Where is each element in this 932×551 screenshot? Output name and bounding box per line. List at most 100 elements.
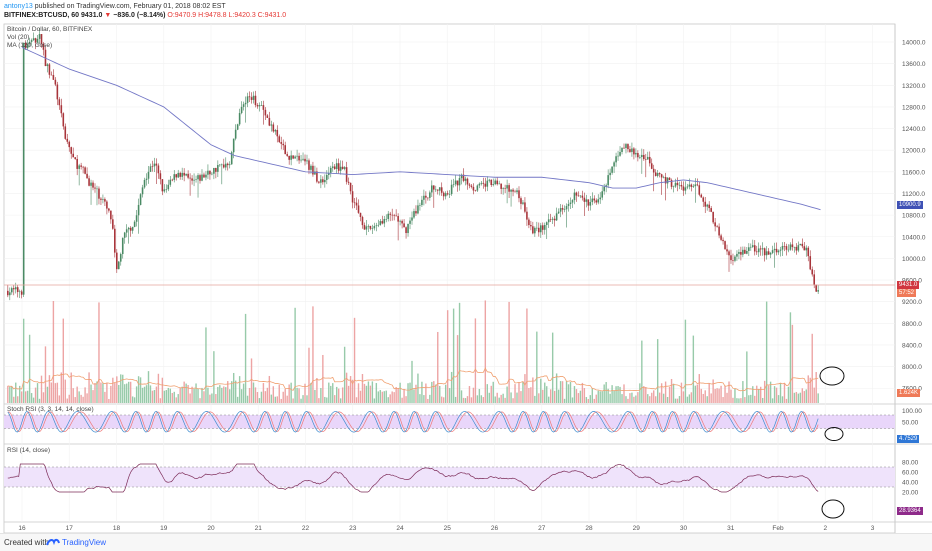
candle-body xyxy=(22,42,25,295)
volume-bar xyxy=(385,390,387,403)
volume-bar xyxy=(647,394,649,403)
candle-body xyxy=(502,188,504,189)
candle-body xyxy=(133,221,136,227)
candle-body xyxy=(710,208,712,212)
volume-bar xyxy=(480,395,483,403)
tradingview-brand-link[interactable]: TradingView xyxy=(62,538,107,547)
volume-bar xyxy=(421,381,423,403)
volume-bar xyxy=(658,392,661,403)
candle-body xyxy=(357,205,360,213)
candle-body xyxy=(464,178,467,181)
candle-body xyxy=(102,199,104,200)
candle-body xyxy=(648,156,651,164)
volume-bar xyxy=(32,397,35,403)
volume-bar xyxy=(625,396,627,403)
grid-lines xyxy=(4,24,895,522)
candle-body xyxy=(306,160,308,162)
volume-bar xyxy=(80,394,82,403)
volume-bar xyxy=(322,354,324,403)
candle-body xyxy=(304,158,306,162)
volume-bar xyxy=(242,383,245,403)
candle-body xyxy=(175,174,178,178)
candle-body xyxy=(757,248,760,253)
candle-body xyxy=(9,292,11,296)
volume-bar xyxy=(203,391,205,403)
volume-bar xyxy=(553,390,556,403)
volume-bar xyxy=(112,377,114,403)
candle-body xyxy=(593,198,596,201)
volume-bar xyxy=(252,382,255,403)
volume-bar xyxy=(668,386,671,403)
volume-bar xyxy=(781,396,784,403)
candle-body xyxy=(185,173,187,176)
candle-body xyxy=(127,227,130,230)
volume-bar xyxy=(458,302,461,403)
candle-body xyxy=(702,197,705,202)
candle-body xyxy=(270,124,273,126)
volume-bar xyxy=(137,376,140,403)
volume-bar xyxy=(397,388,399,403)
candle-body xyxy=(292,155,294,159)
candle-body xyxy=(276,129,279,137)
volume-bar xyxy=(775,387,778,403)
footer-bar: Created with TradingView xyxy=(0,533,932,551)
tradingview-logo-icon xyxy=(46,538,60,546)
volume-bar xyxy=(486,384,488,403)
volume-bar xyxy=(82,396,84,403)
candle-body xyxy=(48,64,51,75)
down-arrow-icon: ▼ xyxy=(104,12,112,19)
volume-bar xyxy=(171,392,173,403)
candle-body xyxy=(730,255,732,261)
volume-bar xyxy=(629,393,631,403)
volume-bar xyxy=(72,388,74,403)
candle-body xyxy=(619,151,621,156)
volume-bar xyxy=(165,390,168,403)
candle-body xyxy=(528,219,530,226)
candle-body xyxy=(484,183,487,187)
volume-bar xyxy=(205,327,207,403)
candle-body xyxy=(40,34,43,44)
candle-body xyxy=(678,184,681,186)
time-tick-label: 28 xyxy=(585,525,593,532)
volume-bar xyxy=(565,381,568,403)
candle-body xyxy=(575,192,578,196)
symbol-label[interactable]: BITFINEX:BTCUSD, 60 xyxy=(4,12,80,19)
candle-body xyxy=(326,174,328,180)
annotation-circle-rsi xyxy=(821,499,845,519)
volume-badge: 1.624K xyxy=(897,389,921,397)
volume-bar xyxy=(627,398,629,403)
volume-bar xyxy=(76,386,78,403)
candle-body xyxy=(482,182,485,184)
volume-bar xyxy=(139,377,142,403)
volume-bar xyxy=(217,386,219,403)
candle-body xyxy=(417,205,419,214)
volume-bar xyxy=(654,396,657,403)
volume-bar xyxy=(692,335,695,403)
candle-body xyxy=(803,246,806,251)
candle-body xyxy=(603,186,605,192)
volume-bar xyxy=(274,396,276,403)
candle-body xyxy=(761,248,764,250)
candle-body xyxy=(179,172,181,177)
candle-body xyxy=(115,252,118,270)
ma-120-line xyxy=(21,47,821,211)
volume-bar xyxy=(605,382,607,403)
volume-bar xyxy=(672,383,675,403)
volume-bar xyxy=(328,382,330,403)
time-tick-label: 22 xyxy=(302,525,310,532)
rsi-tick-label: 80.00 xyxy=(902,460,919,467)
price-tick-label: 10000.0 xyxy=(902,256,926,263)
volume-bar xyxy=(688,394,691,403)
candle-body xyxy=(119,254,122,262)
volume-bar xyxy=(339,398,342,403)
volume-bar xyxy=(716,388,718,403)
time-tick-label: 18 xyxy=(113,525,121,532)
volume-bar xyxy=(738,398,740,403)
volume-bar xyxy=(452,308,455,403)
volume-bar xyxy=(752,386,754,403)
stoch-badge: 4.7529 xyxy=(897,435,920,443)
candle-body xyxy=(145,178,148,180)
volume-bar xyxy=(817,393,819,403)
author-link[interactable]: antony13 xyxy=(4,3,33,10)
